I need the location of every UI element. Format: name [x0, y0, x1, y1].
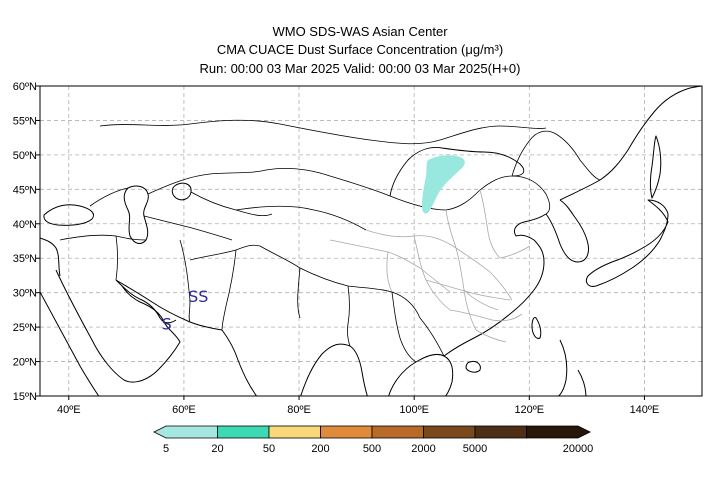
lat-label: 25ºN [13, 322, 37, 334]
russian-pacific-coast [559, 86, 702, 201]
china-coast [443, 213, 547, 357]
lat-label: 30ºN [13, 288, 37, 300]
japan-islands [585, 199, 669, 287]
china-province-borders [329, 189, 531, 343]
colorbar-label: 5000 [463, 443, 487, 455]
colorbar: 5 20 50 200 500 2000 5000 20000 [153, 425, 594, 455]
lat-label: 40ºN [13, 219, 37, 231]
lon-label: 40ºE [57, 404, 81, 416]
colorbar-segment [371, 425, 424, 439]
graticule [40, 86, 702, 396]
caspian-sea-coast [123, 185, 149, 244]
lat-label: 20ºN [13, 357, 37, 369]
latitude-labels: 60ºN 55ºN 50ºN 45ºN 40ºN 35ºN 30ºN 25ºN 20ºN 15ºN [13, 81, 40, 403]
colorbar-segment [217, 425, 270, 439]
lon-label: 140ºE [630, 404, 660, 416]
dust-plume [422, 155, 465, 214]
title-line-1: WMO SDS-WAS Asian Center [272, 24, 448, 39]
african-red-sea-coast [40, 291, 100, 396]
aral-sea-coast [171, 182, 192, 201]
colorbar-label: 50 [263, 443, 275, 455]
colorbar-segment [320, 425, 373, 439]
colorbar-segment [423, 425, 476, 439]
arabian-coast [55, 269, 181, 383]
title-line-3: Run: 00:00 03 Mar 2025 Valid: 00:00 03 M… [199, 61, 521, 76]
mongolia-border [389, 147, 525, 197]
iran-coast [115, 279, 223, 331]
colorbar-label: 2000 [411, 443, 435, 455]
colorbar-segment [526, 425, 591, 439]
longitude-labels: 40ºE 60ºE 80ºE 100ºE 120ºE 140ºE [57, 396, 659, 416]
lat-label: 15ºN [13, 391, 37, 403]
indochina-coast [388, 353, 454, 396]
lat-label: 45ºN [13, 184, 37, 196]
station-markers: SSS [162, 287, 209, 334]
sakhalin-island [650, 135, 662, 199]
lon-label: 60ºE [172, 404, 196, 416]
colorbar-segment [474, 425, 527, 439]
hainan-island [465, 361, 481, 373]
bay-of-bengal-coast [300, 343, 368, 396]
station-marker: SS [188, 287, 208, 306]
lat-label: 55ºN [13, 115, 37, 127]
map-frame [39, 85, 703, 397]
colorbar-label: 20 [211, 443, 223, 455]
india-coast [221, 329, 258, 396]
levant-coast [40, 237, 61, 277]
country-borders [59, 119, 601, 363]
colorbar-segment [268, 425, 321, 439]
colorbar-segment [153, 425, 218, 439]
colorbar-label: 5 [163, 443, 169, 455]
lat-label: 60ºN [13, 81, 37, 93]
lon-label: 100ºE [399, 404, 429, 416]
colorbar-label: 20000 [563, 443, 594, 455]
lat-label: 35ºN [13, 253, 37, 265]
lon-label: 120ºE [514, 404, 544, 416]
taiwan-island [531, 317, 542, 339]
title-line-2: CMA CUACE Dust Surface Concentration (μg… [216, 42, 504, 57]
lat-label: 50ºN [13, 150, 37, 162]
lon-label: 80ºE [287, 404, 311, 416]
philippines-islands [557, 339, 587, 396]
colorbar-label: 200 [311, 443, 329, 455]
korea-coast [545, 199, 589, 263]
persian-gulf-coast [115, 279, 177, 324]
station-marker: S [162, 315, 172, 334]
colorbar-label: 500 [363, 443, 381, 455]
black-sea-coast [43, 204, 94, 226]
